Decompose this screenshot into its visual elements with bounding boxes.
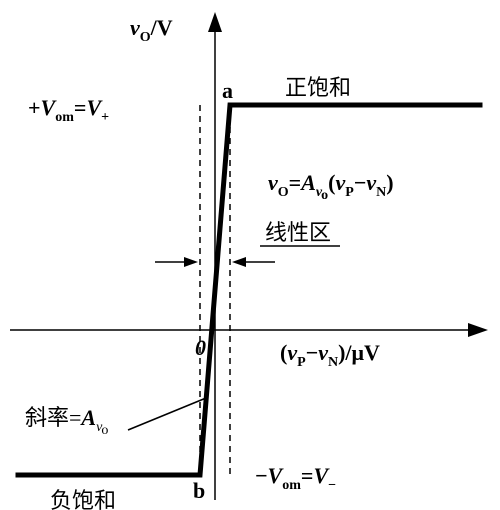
- y-axis-label: vO/V: [130, 15, 173, 45]
- x-axis-label: (vP−vN)/μV: [280, 340, 380, 370]
- slope-callout-line: [128, 398, 206, 430]
- neg-saturation-label: 负饱和: [50, 488, 116, 510]
- x-axis-arrow-icon: [468, 323, 488, 337]
- linear-arrow-left-head-icon: [184, 257, 198, 267]
- transfer-equation: vO=Avo(vP−vN): [268, 170, 394, 203]
- linear-arrow-right-head-icon: [232, 257, 246, 267]
- slope-label: 斜率=Avo: [25, 405, 108, 438]
- pos-saturation-label: 正饱和: [285, 75, 351, 100]
- linear-region-label: 线性区: [265, 220, 331, 245]
- neg-rail-label: −Vom=V−: [255, 463, 336, 493]
- origin-label: 0: [195, 335, 206, 360]
- opamp-transfer-diagram: a b 0 vO/V (vP−vN)/μV +Vom=V+ −Vom=V− 正饱…: [0, 0, 500, 510]
- point-b-label: b: [193, 478, 205, 503]
- y-axis-arrow-icon: [208, 12, 222, 32]
- pos-rail-label: +Vom=V+: [28, 95, 109, 125]
- point-a-label: a: [222, 78, 233, 103]
